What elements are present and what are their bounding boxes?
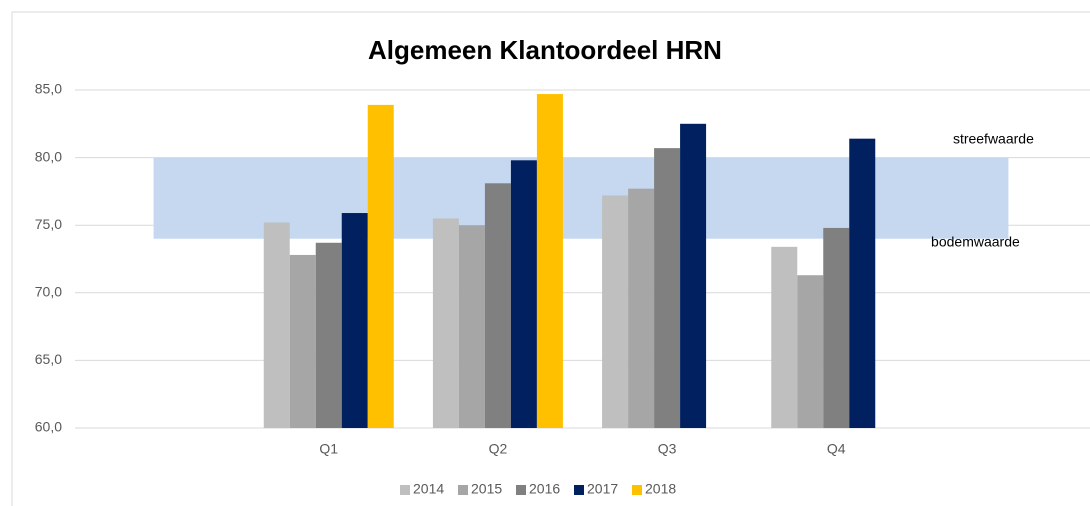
legend-swatch — [574, 485, 584, 495]
y-tick-label: 70,0 — [35, 284, 62, 300]
bar — [367, 104, 394, 428]
bar — [536, 94, 563, 428]
bar — [432, 218, 459, 428]
y-tick-label: 85,0 — [35, 81, 62, 97]
bar — [680, 123, 707, 429]
x-tick-label: Q4 — [827, 441, 846, 457]
bar — [315, 242, 342, 428]
bar — [458, 225, 485, 428]
legend-label: 2014 — [413, 481, 444, 497]
bar — [602, 195, 629, 428]
y-tick-label: 80,0 — [35, 148, 62, 164]
bar — [289, 254, 316, 428]
y-tick-label: 65,0 — [35, 351, 62, 367]
bar — [510, 160, 537, 428]
legend-swatch — [632, 485, 642, 495]
bar — [797, 275, 824, 428]
x-tick-label: Q3 — [658, 441, 677, 457]
bar — [263, 222, 290, 428]
annotation: bodemwaarde — [931, 233, 1020, 249]
legend-label: 2018 — [645, 481, 676, 497]
legend-swatch — [400, 485, 410, 495]
legend-swatch — [516, 485, 526, 495]
y-tick-label: 75,0 — [35, 216, 62, 232]
bar — [628, 188, 655, 428]
x-tick-label: Q2 — [489, 441, 508, 457]
x-tick-label: Q1 — [319, 441, 338, 457]
legend-label: 2016 — [529, 481, 560, 497]
bar — [823, 227, 850, 428]
bar — [849, 138, 876, 428]
bar — [484, 183, 511, 428]
legend-label: 2017 — [587, 481, 618, 497]
legend-swatch — [458, 485, 468, 495]
legend-label: 2015 — [471, 481, 502, 497]
bar — [771, 246, 798, 428]
annotation: streefwaarde — [953, 130, 1034, 146]
bar — [654, 148, 681, 429]
chart-title: Algemeen Klantoordeel HRN — [368, 35, 722, 65]
bar — [341, 213, 368, 428]
y-tick-label: 60,0 — [35, 419, 62, 435]
